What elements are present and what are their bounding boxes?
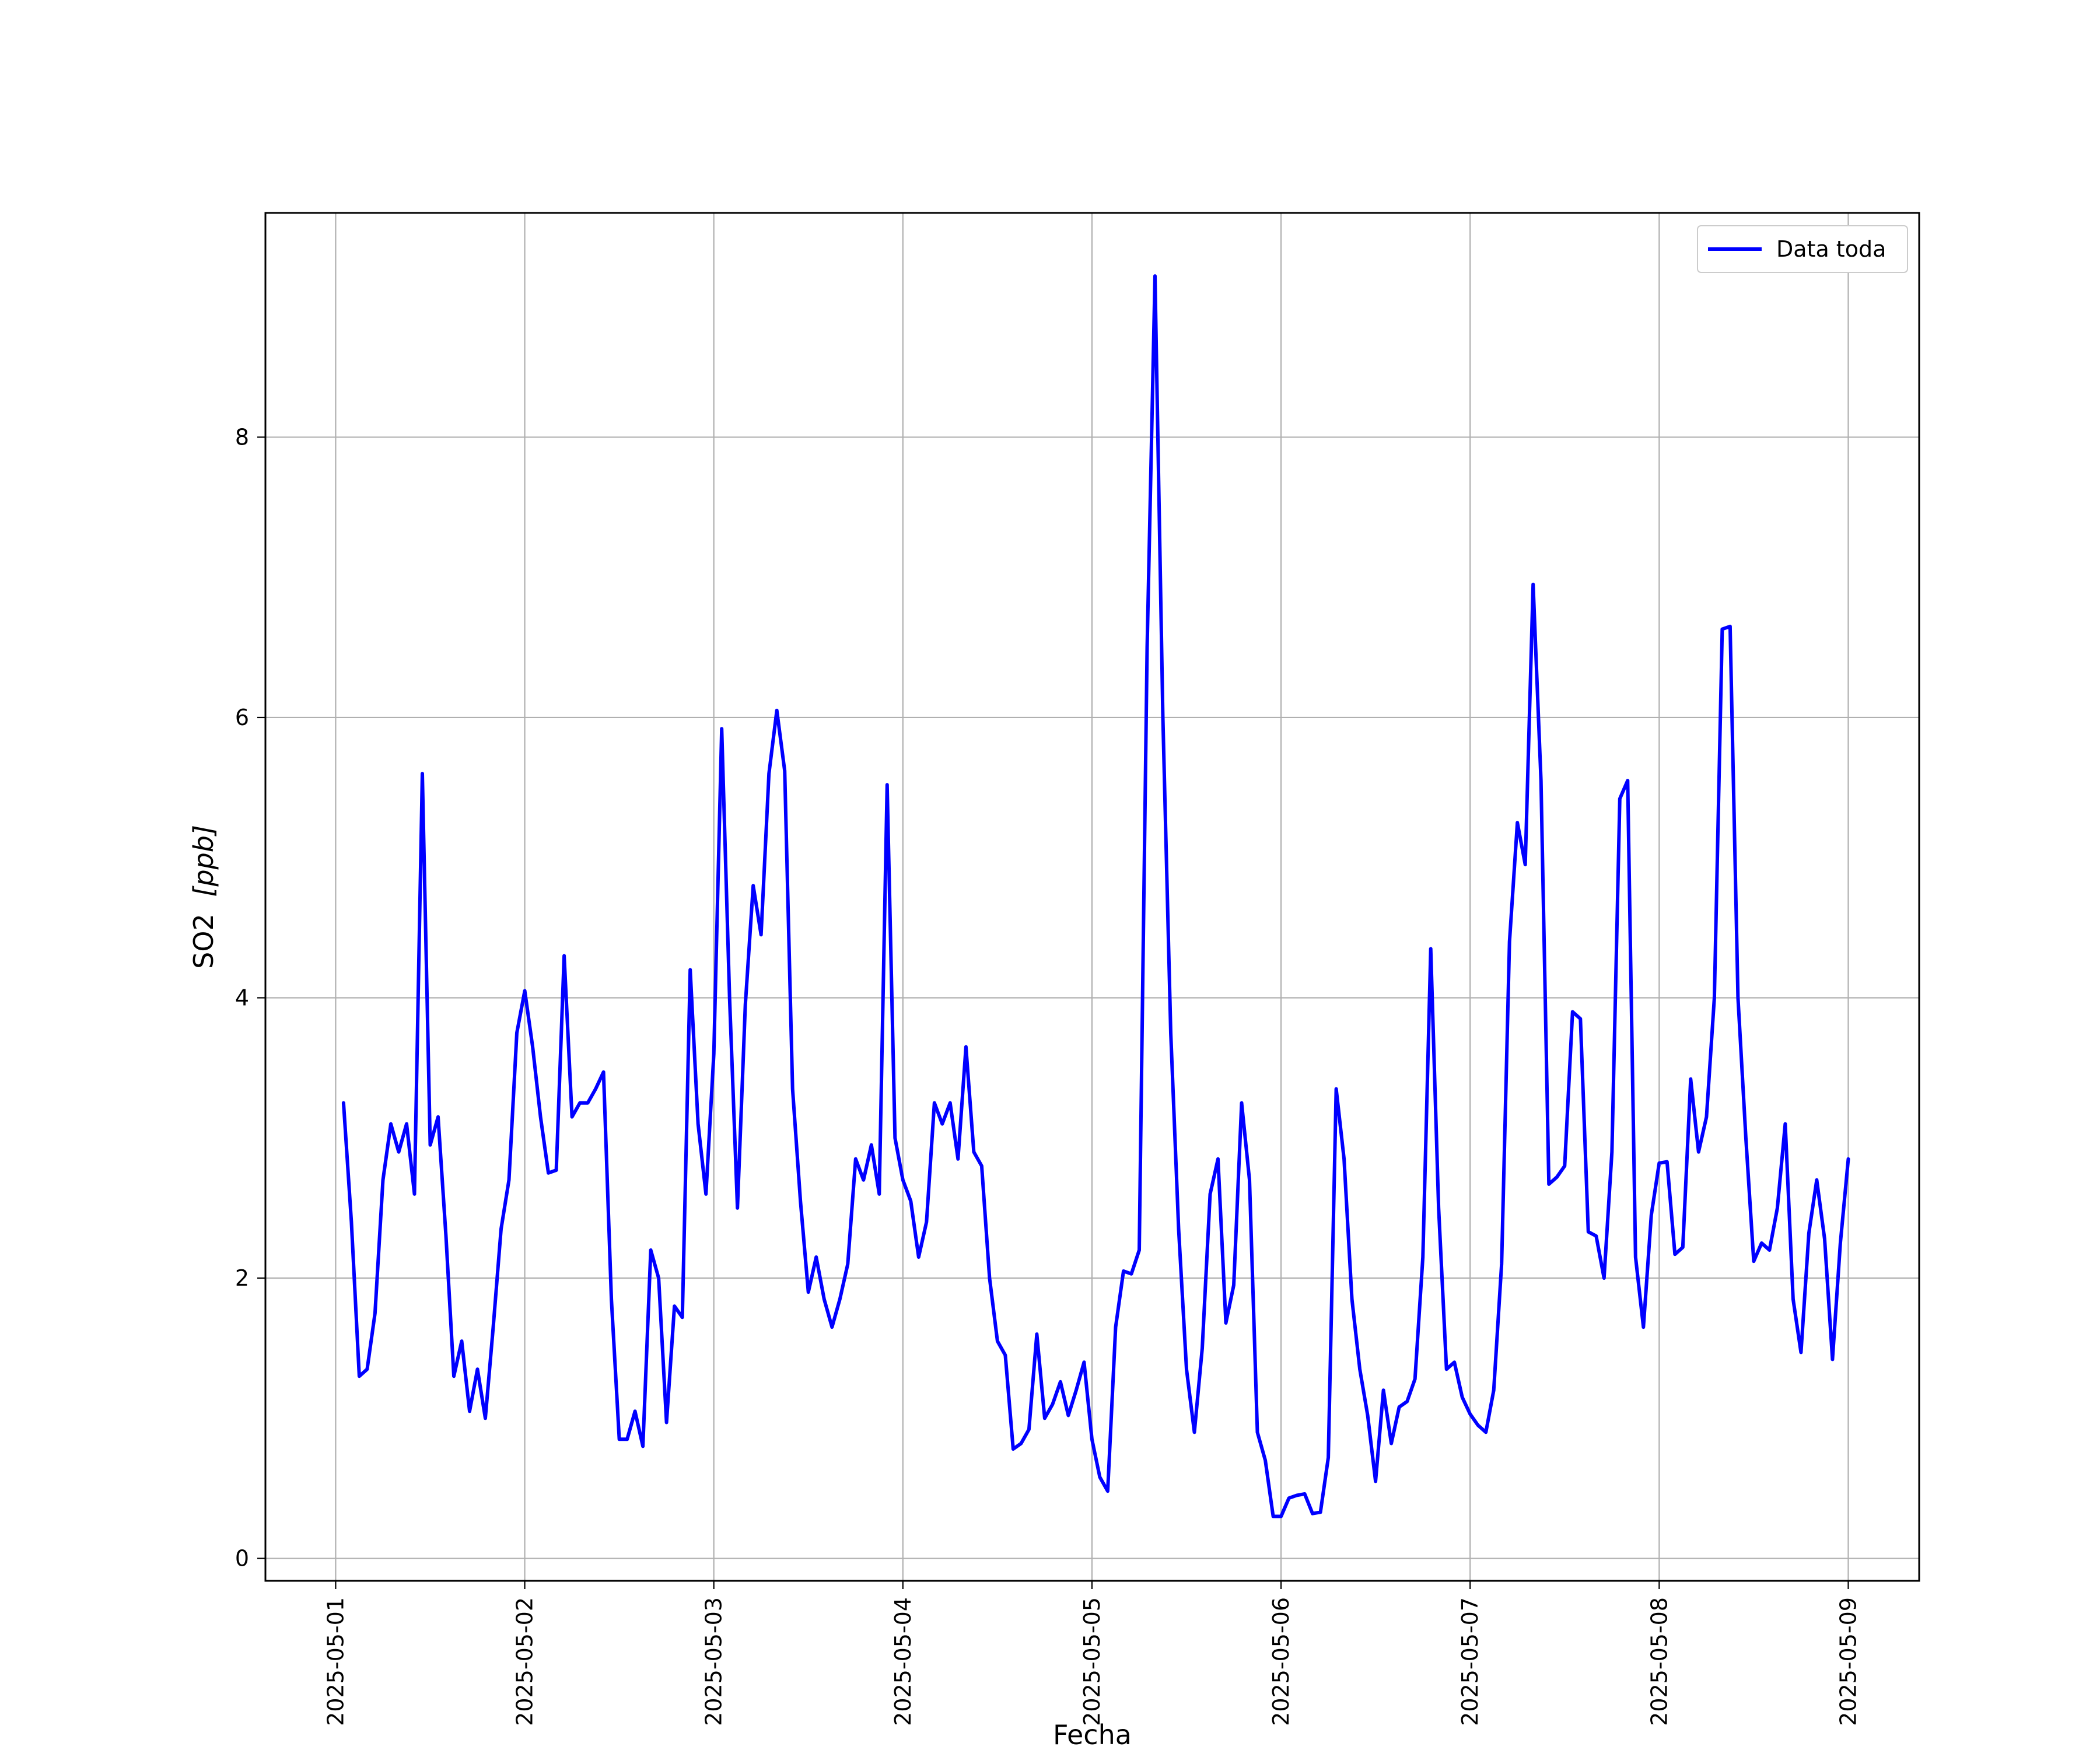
y-tick-label: 8 <box>235 424 249 450</box>
y-tick-label: 0 <box>235 1546 249 1572</box>
x-tick-label: 2025-05-08 <box>1646 1597 1672 1726</box>
x-axis-label: Fecha <box>1053 1719 1132 1750</box>
x-axis: 2025-05-01 2025-05-02 2025-05-03 2025-05-04… <box>323 1581 1861 1726</box>
y-axis: 0 2 4 6 8 <box>235 424 265 1572</box>
x-tick-label: 2025-05-09 <box>1835 1597 1861 1726</box>
x-tick-label: 2025-05-02 <box>512 1597 538 1726</box>
series-line-data-toda <box>341 274 1850 1518</box>
y-axis-label: SO2 [ppb] <box>188 825 219 969</box>
legend-label-data-toda: Data toda <box>1776 236 1886 262</box>
y-tick-label: 2 <box>235 1265 249 1291</box>
x-tick-label: 2025-05-03 <box>701 1597 727 1726</box>
x-tick-label: 2025-05-01 <box>323 1597 348 1726</box>
y-axis-label-unit: [ppb] <box>188 825 219 897</box>
legend: Data toda <box>1697 225 1908 273</box>
y-axis-label-name: SO2 <box>188 914 219 969</box>
y-tick-label: 6 <box>235 705 249 730</box>
series-layer <box>341 274 1850 1518</box>
y-tick-label: 4 <box>235 985 249 1010</box>
x-tick-label: 2025-05-05 <box>1079 1597 1105 1726</box>
x-tick-label: 2025-05-04 <box>890 1597 916 1726</box>
legend-box <box>1697 225 1908 273</box>
grid <box>265 213 1919 1581</box>
x-tick-label: 2025-05-06 <box>1268 1597 1294 1726</box>
x-tick-label: 2025-05-07 <box>1457 1597 1483 1726</box>
